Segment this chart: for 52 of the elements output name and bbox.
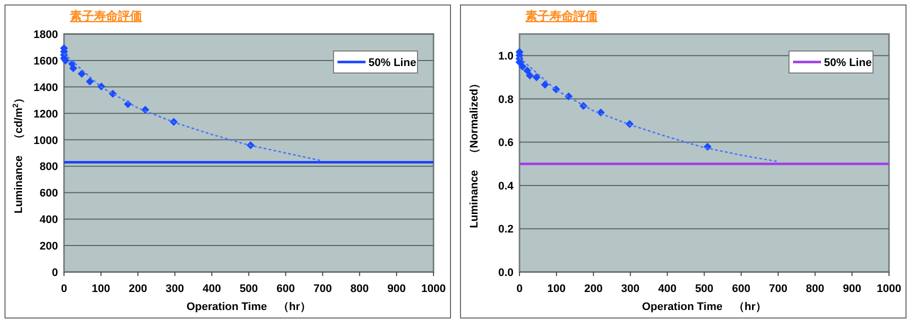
y-tick-label: 400 bbox=[40, 214, 58, 226]
point bbox=[526, 72, 534, 80]
y-axis-title: Luminance （Normalized） bbox=[468, 78, 480, 228]
x-tick-label: 700 bbox=[313, 283, 332, 295]
x-tick-label: 900 bbox=[842, 283, 862, 295]
x-tick-label: 200 bbox=[128, 283, 148, 295]
y-tick-label: 0.8 bbox=[498, 94, 514, 106]
legend-label: 50% Line bbox=[824, 57, 872, 69]
x-axis-title: Operation Time （hr） bbox=[642, 301, 766, 313]
y-tick-label: 0.6 bbox=[498, 137, 514, 150]
y-tick-label: 1000 bbox=[34, 134, 58, 147]
x-tick-label: 100 bbox=[547, 283, 566, 295]
x-tick-label: 1000 bbox=[421, 283, 446, 295]
x-tick-label: 900 bbox=[387, 283, 406, 295]
x-tick-label: 500 bbox=[240, 283, 258, 295]
chart-title: 素子寿命評価 bbox=[70, 9, 142, 23]
x-tick-label: 800 bbox=[806, 283, 824, 295]
x-tick-label: 0 bbox=[516, 283, 523, 295]
x-tick-label: 300 bbox=[621, 283, 640, 295]
y-tick-label: 0.0 bbox=[498, 267, 514, 279]
point bbox=[78, 70, 86, 78]
x-tick-label: 300 bbox=[166, 283, 184, 295]
y-tick-label: 1800 bbox=[34, 29, 58, 41]
y-tick-label: 1.0 bbox=[498, 50, 514, 63]
point bbox=[86, 77, 94, 86]
x-tick-label: 600 bbox=[732, 283, 750, 295]
y-tick-label: 1200 bbox=[34, 108, 58, 120]
point bbox=[523, 66, 532, 75]
x-tick-label: 200 bbox=[584, 283, 603, 295]
y-tick-label: 600 bbox=[40, 188, 58, 200]
x-tick-label: 600 bbox=[276, 283, 295, 295]
x-tick-label: 0 bbox=[60, 283, 68, 295]
x-tick-label: 800 bbox=[350, 283, 369, 295]
y-tick-label: 200 bbox=[40, 240, 58, 253]
legend-label: 50% Line bbox=[368, 57, 416, 69]
x-tick-label: 400 bbox=[202, 283, 221, 295]
y-tick-label: 800 bbox=[40, 161, 58, 174]
y-tick-label: 1600 bbox=[34, 55, 58, 68]
point bbox=[540, 80, 549, 89]
x-tick-label: 500 bbox=[695, 283, 714, 295]
chart-title: 素子寿命評価 bbox=[526, 9, 598, 23]
y-tick-label: 1400 bbox=[34, 82, 58, 94]
y-tick-label: 0.4 bbox=[498, 180, 514, 192]
x-tick-label: 100 bbox=[92, 283, 110, 295]
x-tick-label: 1000 bbox=[876, 283, 902, 295]
y-tick-label: 0.2 bbox=[498, 224, 514, 236]
x-tick-label: 700 bbox=[768, 283, 788, 295]
y-tick-label: 0 bbox=[52, 267, 58, 279]
point bbox=[532, 73, 540, 82]
point bbox=[518, 62, 526, 70]
x-axis-title: Operation Time （hr） bbox=[186, 301, 311, 313]
x-tick-label: 400 bbox=[658, 283, 676, 295]
